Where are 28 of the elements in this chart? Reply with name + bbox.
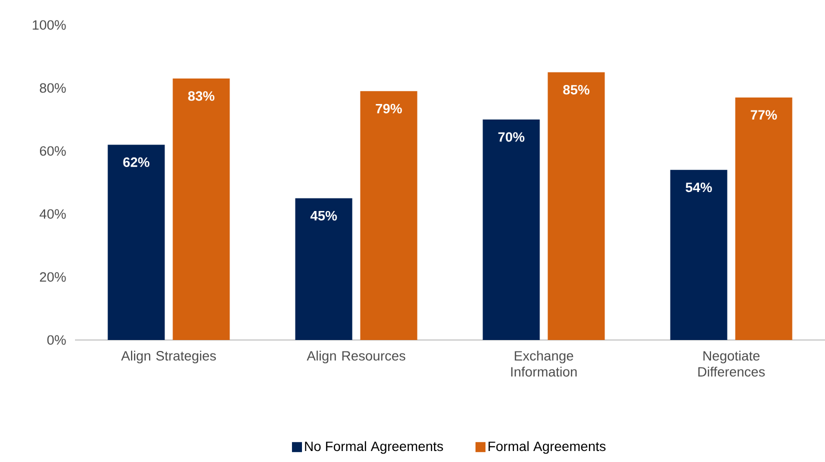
data-label: 70% (498, 132, 524, 142)
bar (670, 170, 728, 340)
y-tick-label: 20% (40, 272, 66, 282)
bar (548, 72, 605, 340)
bar (735, 97, 792, 340)
bar (172, 78, 230, 340)
y-tick-label: 60% (40, 146, 66, 156)
data-label: 79% (376, 104, 402, 114)
bar (108, 144, 165, 340)
legend-label: Formal Agreements (488, 441, 606, 454)
x-tick-label: Negotiate Differences (698, 350, 765, 377)
data-label: 85% (563, 84, 590, 94)
data-label: 62% (123, 157, 150, 167)
x-tick-label: Exchange Information (511, 350, 577, 377)
data-label: 54% (686, 182, 712, 192)
bar (360, 91, 418, 340)
y-tick-label: 100% (32, 20, 66, 30)
data-label: 83% (188, 91, 214, 101)
legend-label: No Formal Agreements (305, 441, 443, 454)
bar (482, 119, 540, 340)
x-tick-label: Align Resources (306, 350, 406, 364)
bar (295, 198, 352, 340)
x-tick-label: Align Strategies (121, 350, 216, 364)
data-label: 45% (310, 210, 337, 220)
data-label: 77% (750, 110, 777, 120)
y-tick-label: 0% (47, 335, 66, 345)
y-tick-label: 40% (40, 209, 66, 219)
y-tick-label: 80% (40, 83, 66, 93)
